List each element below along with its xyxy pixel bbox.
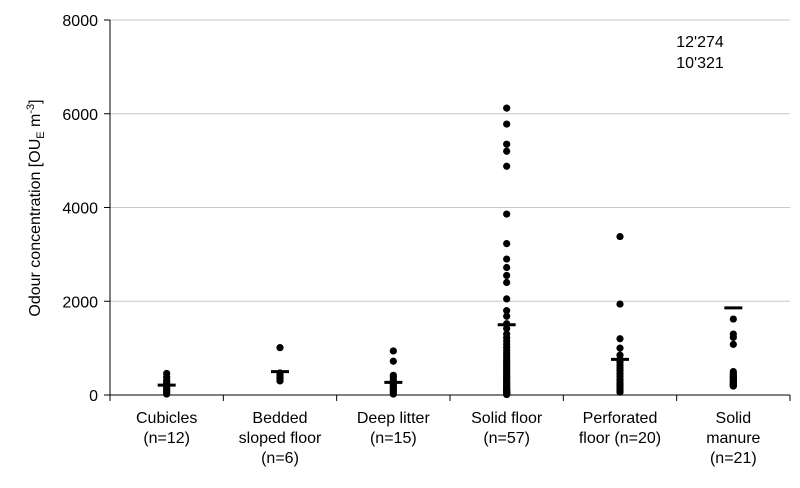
category-label: sloped floor	[239, 430, 322, 447]
category-label: floor (n=20)	[579, 430, 661, 447]
annotation-line-2: 10'321	[676, 55, 724, 72]
category-label: Cubicles	[136, 410, 197, 427]
category-label: Deep litter	[357, 410, 431, 427]
data-point	[389, 347, 397, 355]
data-points	[163, 104, 737, 399]
data-point	[616, 388, 624, 396]
y-axis-label-main: Odour concentration [OU	[27, 139, 44, 317]
data-point	[616, 300, 624, 308]
data-point	[503, 239, 511, 248]
data-point	[503, 140, 511, 148]
y-axis-label-unit: m	[27, 114, 44, 132]
category-label: manure	[706, 430, 760, 447]
category-label: (n=6)	[261, 450, 299, 467]
data-point	[503, 120, 511, 128]
data-point	[503, 271, 511, 280]
category-label: Solid	[716, 410, 752, 427]
category-label: Perforated	[583, 410, 658, 427]
data-point	[729, 315, 737, 323]
data-point	[503, 307, 511, 315]
grid-lines	[110, 19, 790, 302]
category-label: Solid floor	[471, 410, 543, 427]
data-point	[389, 357, 397, 365]
category-label: Bedded	[252, 410, 307, 427]
data-point	[503, 147, 511, 155]
data-point	[503, 390, 511, 399]
data-point	[729, 382, 737, 390]
mean-markers	[157, 306, 743, 387]
data-point	[729, 340, 737, 348]
data-point	[503, 324, 511, 333]
data-point	[503, 295, 511, 303]
y-tick-label: 0	[89, 388, 98, 405]
data-point	[616, 232, 624, 241]
data-point	[503, 210, 511, 218]
y-axis-label-sup: -3	[25, 104, 37, 114]
data-point	[616, 344, 624, 352]
y-axis-label-close: ]	[27, 99, 44, 103]
data-point	[503, 278, 511, 287]
y-tick-label: 6000	[62, 107, 98, 124]
y-tick-label: 2000	[62, 294, 98, 311]
data-point	[503, 104, 511, 112]
data-point	[503, 162, 511, 170]
category-label: (n=12)	[143, 430, 190, 447]
data-point	[276, 344, 284, 352]
data-point	[163, 369, 171, 378]
y-axis-label-sub: E	[35, 131, 47, 138]
category-labels: Cubicles (n=12) Bedded sloped floor (n=6) Dee…	[136, 410, 761, 467]
axes	[104, 19, 791, 401]
data-point	[503, 263, 511, 272]
category-label: (n=21)	[710, 450, 757, 467]
annotation-line-1: 12'274	[676, 34, 724, 51]
category-label: (n=57)	[483, 430, 530, 447]
y-axis-label: Odour concentration [OUE m-3]	[25, 99, 47, 316]
data-point	[729, 333, 737, 341]
y-tick-label: 4000	[62, 201, 98, 218]
data-point	[503, 255, 511, 263]
y-tick-label: 8000	[62, 13, 98, 30]
y-tick-labels: 0 2000 4000 6000 8000	[62, 13, 98, 405]
data-point	[616, 335, 624, 343]
category-label: (n=15)	[370, 430, 417, 447]
data-point	[389, 371, 397, 379]
data-point	[503, 312, 511, 320]
